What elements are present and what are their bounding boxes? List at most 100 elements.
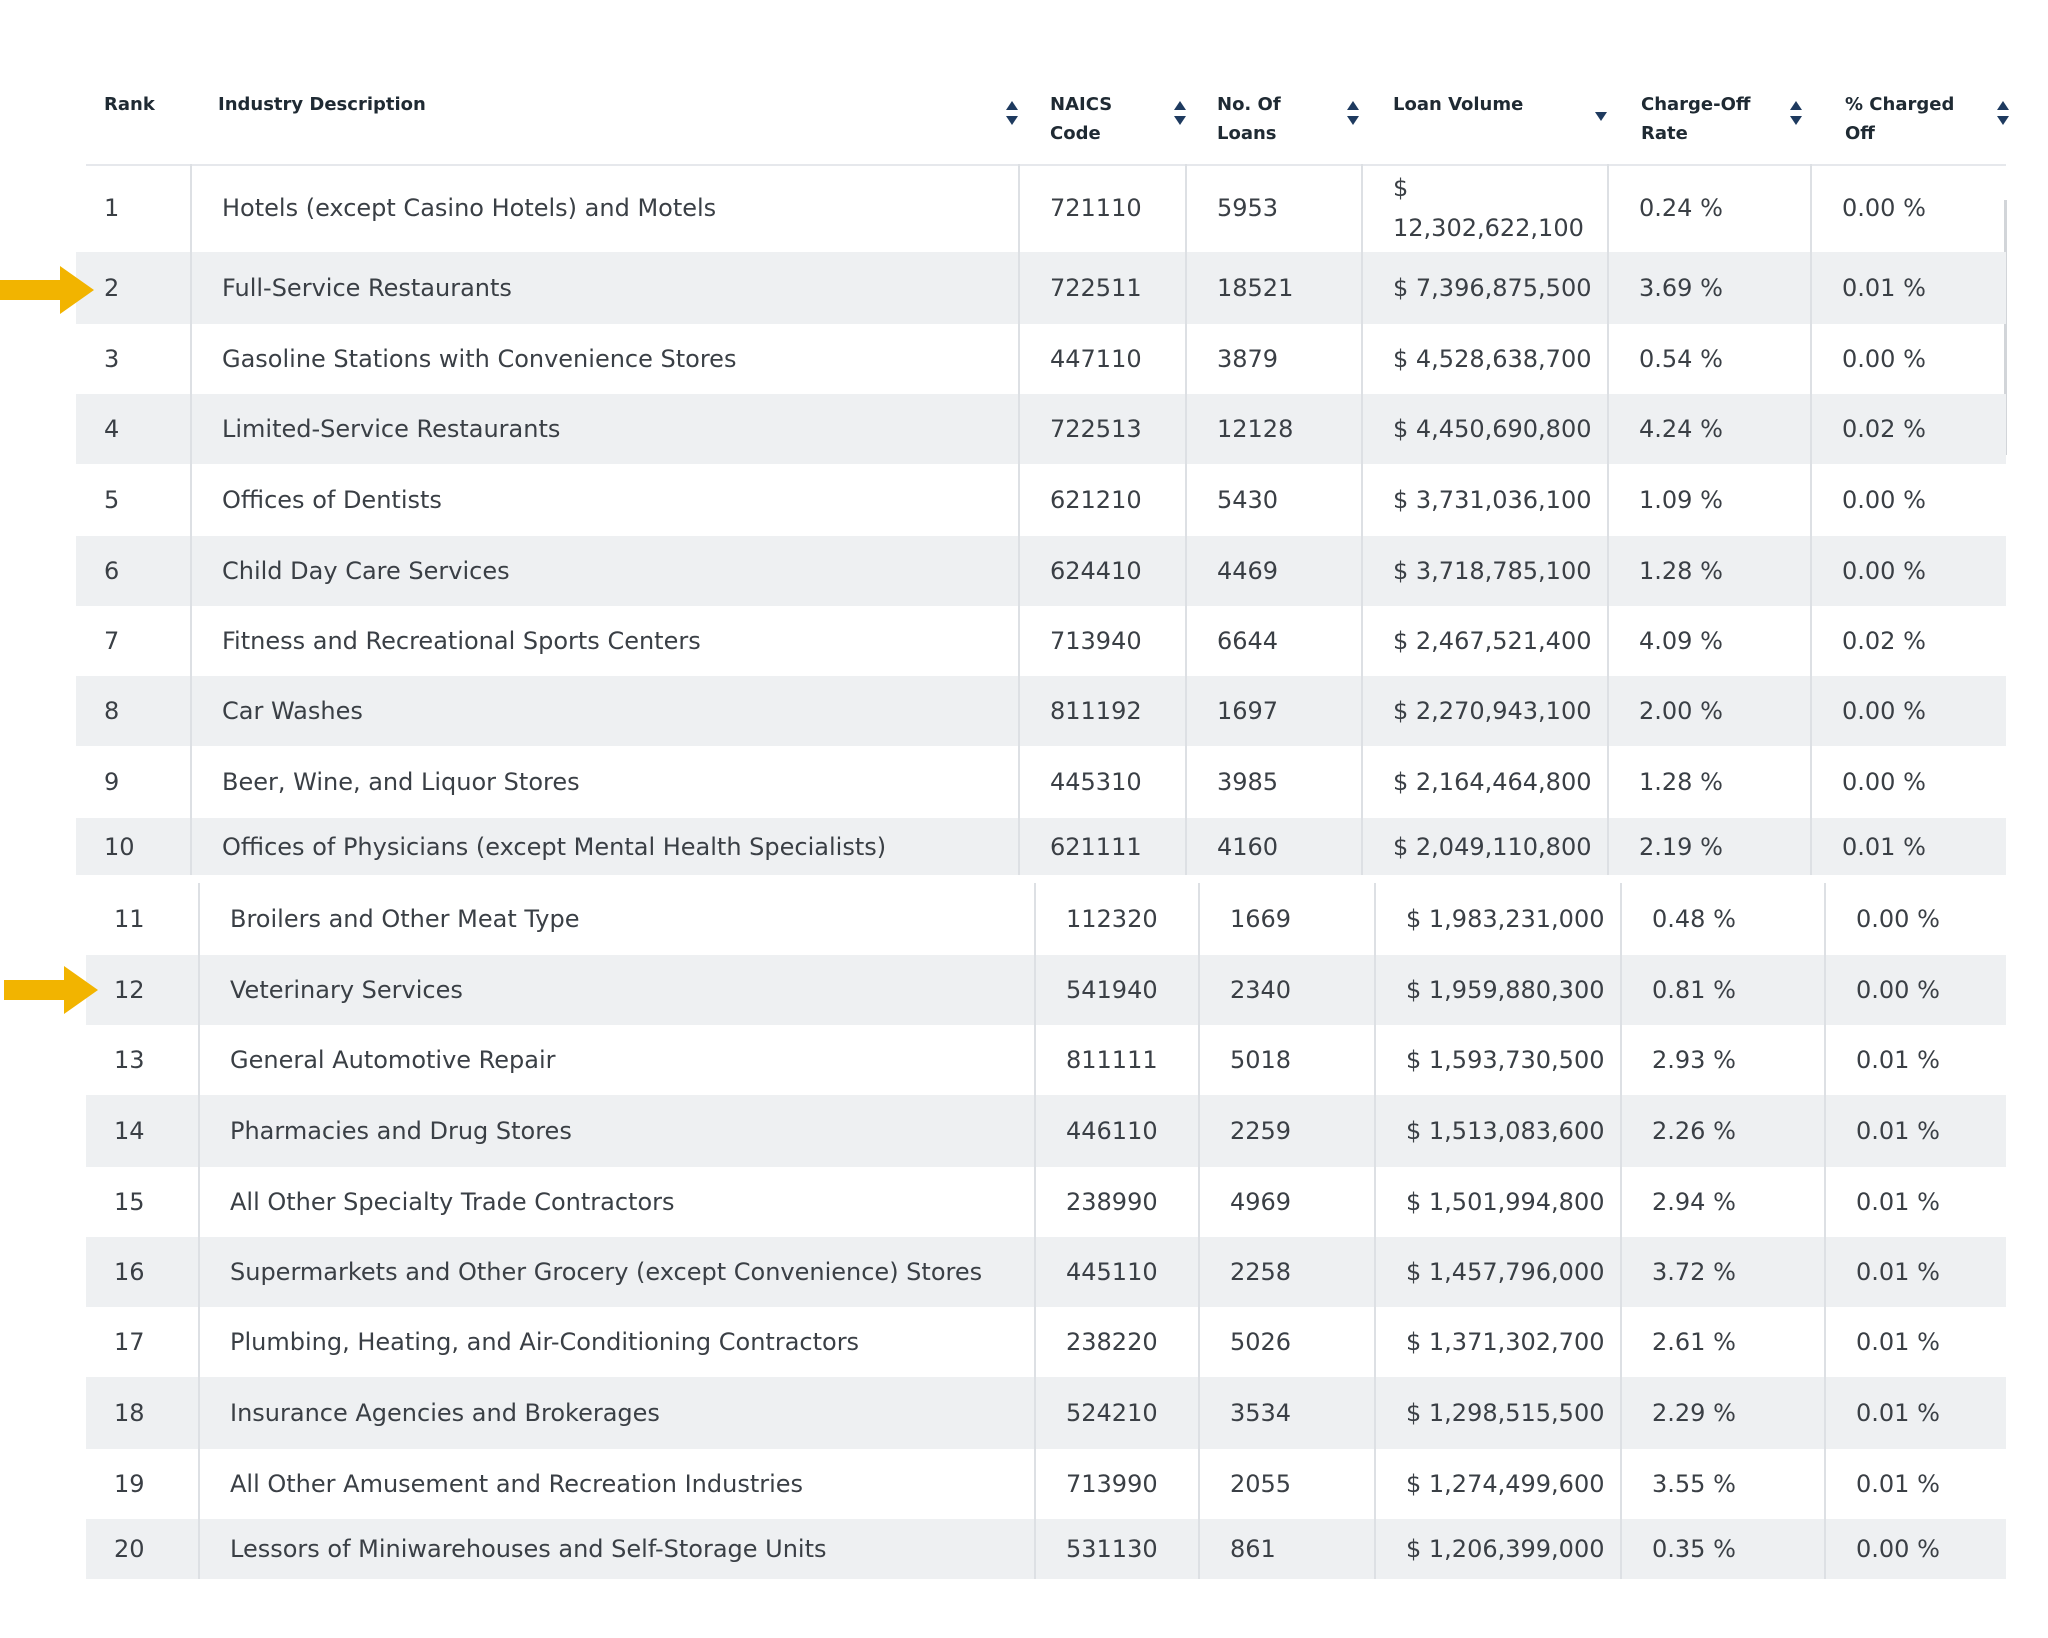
table-row[interactable]: 9 Beer, Wine, and Liquor Stores 445310 3985… bbox=[76, 746, 2006, 818]
industry-cell-text: All Other Specialty Trade Contractors bbox=[230, 1188, 675, 1216]
table-row[interactable]: 6 Child Day Care Services 624410 4469 $ 3,71… bbox=[76, 536, 2006, 606]
industry-cell: All Other Specialty Trade Contractors bbox=[198, 1167, 1034, 1237]
volume-header[interactable]: Loan Volume bbox=[1393, 90, 1523, 119]
pct-charged-off-cell-text: 0.00 % bbox=[1842, 345, 1926, 373]
naics-cell: 621111 bbox=[1018, 818, 1185, 875]
table-row[interactable]: 12 Veterinary Services 541940 2340 $ 1,959,8… bbox=[86, 955, 2006, 1025]
industry-cell: All Other Amusement and Recreation Indus… bbox=[198, 1449, 1034, 1519]
volume-currency-symbol: $ bbox=[1393, 174, 1409, 202]
pct-charged-off-cell: 0.01 % bbox=[1824, 1167, 2006, 1237]
volume-cell: $ 2,164,464,800 bbox=[1361, 746, 1607, 818]
rank-cell-text: 16 bbox=[114, 1258, 145, 1286]
loans-cell: 2258 bbox=[1198, 1237, 1374, 1307]
loans-header[interactable]: No. Of Loans bbox=[1217, 90, 1281, 148]
table-row[interactable]: 13 General Automotive Repair 811111 5018 $ 1… bbox=[86, 1025, 2006, 1095]
pct-charged-off-cell: 0.02 % bbox=[1810, 394, 2006, 464]
table-row[interactable]: 16 Supermarkets and Other Grocery (except… bbox=[86, 1237, 2006, 1307]
table-row[interactable]: 17 Plumbing, Heating, and Air-Conditionin… bbox=[86, 1307, 2006, 1377]
rank-cell: 9 bbox=[104, 746, 190, 818]
pct-charged-off-cell: 0.00 % bbox=[1810, 746, 2006, 818]
table-row[interactable]: 15 All Other Specialty Trade Contractors 2… bbox=[86, 1167, 2006, 1237]
industry-header[interactable]: Industry Description bbox=[218, 90, 426, 119]
chargeoff-header[interactable]: Charge-Off Rate bbox=[1641, 90, 1751, 148]
naics-sort-icon[interactable] bbox=[1173, 100, 1187, 126]
table-row[interactable]: 20 Lessors of Miniwarehouses and Self-Sto… bbox=[86, 1519, 2006, 1579]
table-row[interactable]: 18 Insurance Agencies and Brokerages 52421… bbox=[86, 1377, 2006, 1449]
volume-cell-text: $ 7,396,875,500 bbox=[1393, 274, 1592, 302]
volume-cell: $ 1,501,994,800 bbox=[1374, 1167, 1620, 1237]
volume-cell-text: $ 4,450,690,800 bbox=[1393, 415, 1592, 443]
pct-charged-off-cell: 0.01 % bbox=[1824, 1377, 2006, 1449]
industry-cell-text: Offices of Dentists bbox=[222, 486, 442, 514]
volume-cell-text: $ 1,501,994,800 bbox=[1406, 1188, 1605, 1216]
rank-header[interactable]: Rank bbox=[104, 90, 155, 119]
table-row[interactable]: 7 Fitness and Recreational Sports Centers… bbox=[76, 606, 2006, 676]
volume-cell: $ 2,467,521,400 bbox=[1361, 606, 1607, 676]
industry-sort-icon[interactable] bbox=[1005, 100, 1019, 126]
naics-header[interactable]: NAICS Code bbox=[1050, 90, 1112, 148]
volume-cell: $ 4,450,690,800 bbox=[1361, 394, 1607, 464]
chargeoff-rate-cell-text: 2.93 % bbox=[1652, 1046, 1736, 1074]
table-row[interactable]: 4 Limited-Service Restaurants 722513 12128 $… bbox=[76, 394, 2006, 464]
naics-cell: 524210 bbox=[1034, 1377, 1198, 1449]
table-row[interactable]: 11 Broilers and Other Meat Type 112320 1669… bbox=[86, 883, 2006, 955]
loans-cell: 3879 bbox=[1185, 324, 1361, 394]
naics-cell: 811111 bbox=[1034, 1025, 1198, 1095]
naics-cell: 722511 bbox=[1018, 252, 1185, 324]
industry-cell-text: Limited-Service Restaurants bbox=[222, 415, 561, 443]
loans-cell-text: 4160 bbox=[1217, 832, 1279, 861]
volume-sort-desc-icon[interactable] bbox=[1594, 100, 1608, 126]
naics-cell: 722513 bbox=[1018, 394, 1185, 464]
volume-cell: $ 1,457,796,000 bbox=[1374, 1237, 1620, 1307]
volume-cell-text: $ 1,959,880,300 bbox=[1406, 976, 1605, 1004]
chargeoff-rate-cell: 2.26 % bbox=[1620, 1095, 1824, 1167]
pct-charged-off-cell: 0.01 % bbox=[1810, 252, 2006, 324]
naics-cell-text: 713990 bbox=[1066, 1470, 1158, 1498]
table-row[interactable]: 2 Full-Service Restaurants 722511 18521 $ 7,… bbox=[76, 252, 2006, 324]
pct-sort-icon[interactable] bbox=[1996, 100, 2010, 126]
naics-cell-text: 446110 bbox=[1066, 1117, 1158, 1145]
naics-cell-text: 112320 bbox=[1066, 905, 1158, 933]
naics-cell-text: 524210 bbox=[1066, 1399, 1158, 1427]
scrollbar-thumb[interactable] bbox=[2004, 200, 2007, 455]
volume-cell: $ 1,513,083,600 bbox=[1374, 1095, 1620, 1167]
rank-cell-text: 10 bbox=[104, 832, 135, 861]
naics-cell: 531130 bbox=[1034, 1519, 1198, 1579]
loans-cell: 2340 bbox=[1198, 955, 1374, 1025]
pct-charged-off-cell-text: 0.01 % bbox=[1856, 1328, 1940, 1356]
rank-cell-text: 18 bbox=[114, 1399, 145, 1427]
pct-charged-off-cell-text: 0.01 % bbox=[1842, 832, 1926, 861]
volume-cell-text: $ 1,513,083,600 bbox=[1406, 1117, 1605, 1145]
pct-header-line1: % Charged bbox=[1845, 94, 1955, 115]
volume-cell-text: $ 1,206,399,000 bbox=[1406, 1535, 1605, 1563]
table-row[interactable]: 19 All Other Amusement and Recreation Ind… bbox=[86, 1449, 2006, 1519]
rank-cell: 1 bbox=[104, 164, 190, 252]
loans-sort-icon[interactable] bbox=[1346, 100, 1360, 126]
pct-header[interactable]: % Charged Off bbox=[1845, 90, 1954, 148]
industry-cell: Supermarkets and Other Grocery (except C… bbox=[198, 1237, 1034, 1307]
chargeoff-rate-cell: 2.93 % bbox=[1620, 1025, 1824, 1095]
screenshot-seam bbox=[76, 875, 2006, 883]
rank-cell: 11 bbox=[114, 883, 198, 955]
industry-cell: Hotels (except Casino Hotels) and Motels bbox=[190, 164, 1018, 252]
naics-cell-text: 713940 bbox=[1050, 627, 1142, 655]
naics-header-line2: Code bbox=[1050, 123, 1101, 144]
loans-cell-text: 18521 bbox=[1217, 274, 1294, 302]
naics-cell: 446110 bbox=[1034, 1095, 1198, 1167]
rank-cell: 7 bbox=[104, 606, 190, 676]
chargeoff-rate-cell-text: 0.24 % bbox=[1639, 194, 1723, 222]
table-row[interactable]: 14 Pharmacies and Drug Stores 446110 2259 $ … bbox=[86, 1095, 2006, 1167]
industry-cell: Insurance Agencies and Brokerages bbox=[198, 1377, 1034, 1449]
table-row[interactable]: 10 Offices of Physicians (except Mental H… bbox=[76, 818, 2006, 875]
volume-cell-text: $ 2,270,943,100 bbox=[1393, 697, 1592, 725]
naics-cell: 624410 bbox=[1018, 536, 1185, 606]
pct-charged-off-cell: 0.01 % bbox=[1824, 1095, 2006, 1167]
table-row[interactable]: 5 Offices of Dentists 621210 5430 $ 3,731,03… bbox=[76, 464, 2006, 536]
rank-cell: 13 bbox=[114, 1025, 198, 1095]
table-row[interactable]: 1 Hotels (except Casino Hotels) and Motel… bbox=[76, 164, 2006, 252]
chargeoff-rate-cell-text: 3.55 % bbox=[1652, 1470, 1736, 1498]
chargeoff-sort-icon[interactable] bbox=[1789, 100, 1803, 126]
table-row[interactable]: 3 Gasoline Stations with Convenience Stor… bbox=[76, 324, 2006, 394]
loans-cell-text: 1669 bbox=[1230, 905, 1292, 933]
table-row[interactable]: 8 Car Washes 811192 1697 $ 2,270,943,100 2.00… bbox=[76, 676, 2006, 746]
